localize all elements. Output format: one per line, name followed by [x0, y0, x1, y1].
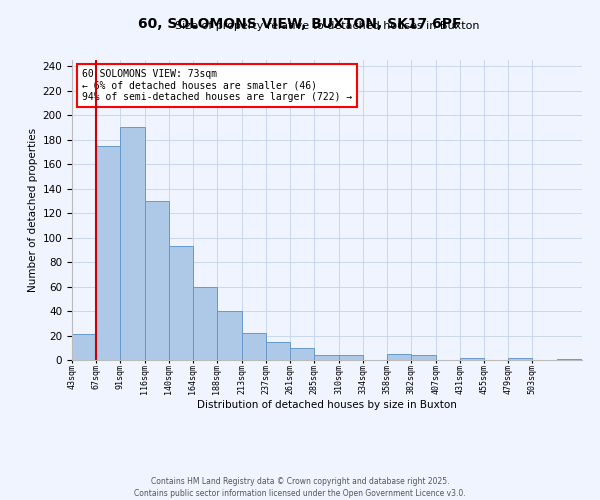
Bar: [339, 355, 363, 360]
Bar: [314, 355, 339, 360]
Text: Contains HM Land Registry data © Crown copyright and database right 2025.
Contai: Contains HM Land Registry data © Crown c…: [134, 476, 466, 498]
Bar: [387, 354, 411, 360]
X-axis label: Distribution of detached houses by size in Buxton: Distribution of detached houses by size …: [197, 400, 457, 409]
Bar: [508, 358, 532, 360]
Bar: [217, 311, 242, 360]
Bar: [411, 355, 436, 360]
Bar: [242, 333, 266, 360]
Bar: [72, 334, 96, 360]
Bar: [290, 348, 314, 360]
Bar: [120, 128, 145, 360]
Bar: [460, 358, 484, 360]
Bar: [193, 286, 217, 360]
Text: 60 SOLOMONS VIEW: 73sqm
← 6% of detached houses are smaller (46)
94% of semi-det: 60 SOLOMONS VIEW: 73sqm ← 6% of detached…: [82, 69, 352, 102]
Bar: [169, 246, 193, 360]
Y-axis label: Number of detached properties: Number of detached properties: [28, 128, 38, 292]
Bar: [96, 146, 120, 360]
Bar: [266, 342, 290, 360]
Text: 60, SOLOMONS VIEW, BUXTON, SK17 6PF: 60, SOLOMONS VIEW, BUXTON, SK17 6PF: [138, 18, 462, 32]
Bar: [557, 359, 582, 360]
Bar: [145, 201, 169, 360]
Title: Size of property relative to detached houses in Buxton: Size of property relative to detached ho…: [175, 22, 479, 32]
